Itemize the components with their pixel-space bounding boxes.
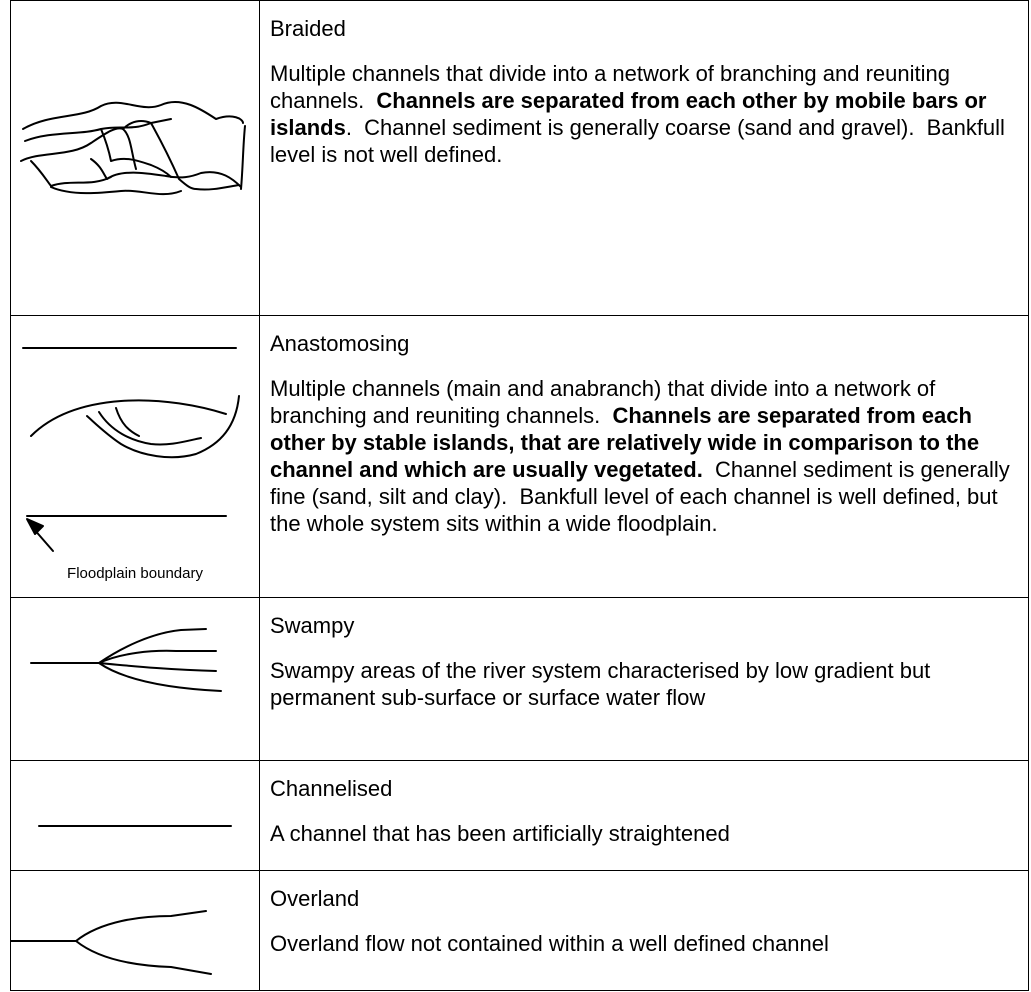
row-title: Anastomosing — [270, 331, 410, 356]
sketch-cell — [11, 761, 260, 870]
table-row: Overland Overland flow not contained with… — [10, 870, 1029, 991]
text-cell: Channelised A channel that has been artif… — [260, 761, 738, 870]
bold-text: Channels are separated from each other b… — [270, 88, 993, 140]
row-description: Swampy areas of the river system charact… — [270, 657, 1020, 711]
overland-sketch — [11, 910, 212, 975]
table-row: Floodplain boundary Anastomosing Multiple… — [10, 315, 1029, 597]
row-description: A channel that has been artificially str… — [270, 820, 730, 847]
text-run: Multiple channels (main and anabranch) t… — [270, 376, 942, 428]
sketch-cell — [11, 1, 260, 315]
row-description: Multiple channels that divide into a net… — [270, 60, 1020, 168]
text-cell: Overland Overland flow not contained with… — [260, 871, 837, 990]
anastomosing-sketch — [22, 347, 240, 552]
text-run: Channel sediment is generally fine (sand… — [270, 457, 1016, 536]
sketch-label: Floodplain boundary — [67, 565, 203, 582]
text-cell: Braided Multiple channels that divide int… — [260, 1, 1028, 315]
row-title: Overland — [270, 886, 360, 911]
row-description: Overland flow not contained within a wel… — [270, 930, 829, 957]
text-run: Multiple channels that divide into a net… — [270, 61, 957, 113]
text-run: Swampy areas of the river system charact… — [270, 658, 937, 710]
row-title: Braided — [270, 16, 346, 41]
text-run: Overland flow not contained within a wel… — [270, 931, 829, 956]
table-row: Braided Multiple channels that divide int… — [10, 0, 1029, 315]
sketch-cell: Floodplain boundary — [11, 316, 260, 597]
text-run: . Channel sediment is generally coarse (… — [270, 115, 1012, 167]
sketch-cell — [11, 871, 260, 990]
text-cell: Swampy Swampy areas of the river system c… — [260, 598, 1028, 760]
text-run: A channel that has been artificially str… — [270, 821, 730, 846]
table-row: Swampy Swampy areas of the river system c… — [10, 597, 1029, 760]
table-row: Channelised A channel that has been artif… — [10, 760, 1029, 870]
channelised-sketch — [38, 825, 232, 827]
braided-sketch — [20, 100, 246, 196]
swampy-sketch — [30, 628, 222, 692]
row-description: Multiple channels (main and anabranch) t… — [270, 375, 1020, 537]
row-title: Channelised — [270, 776, 393, 801]
row-title: Swampy — [270, 613, 355, 638]
bold-text: Channels are separated from each other b… — [270, 403, 986, 482]
sketch-cell — [11, 598, 260, 760]
text-cell: Anastomosing Multiple channels (main and … — [260, 316, 1028, 597]
